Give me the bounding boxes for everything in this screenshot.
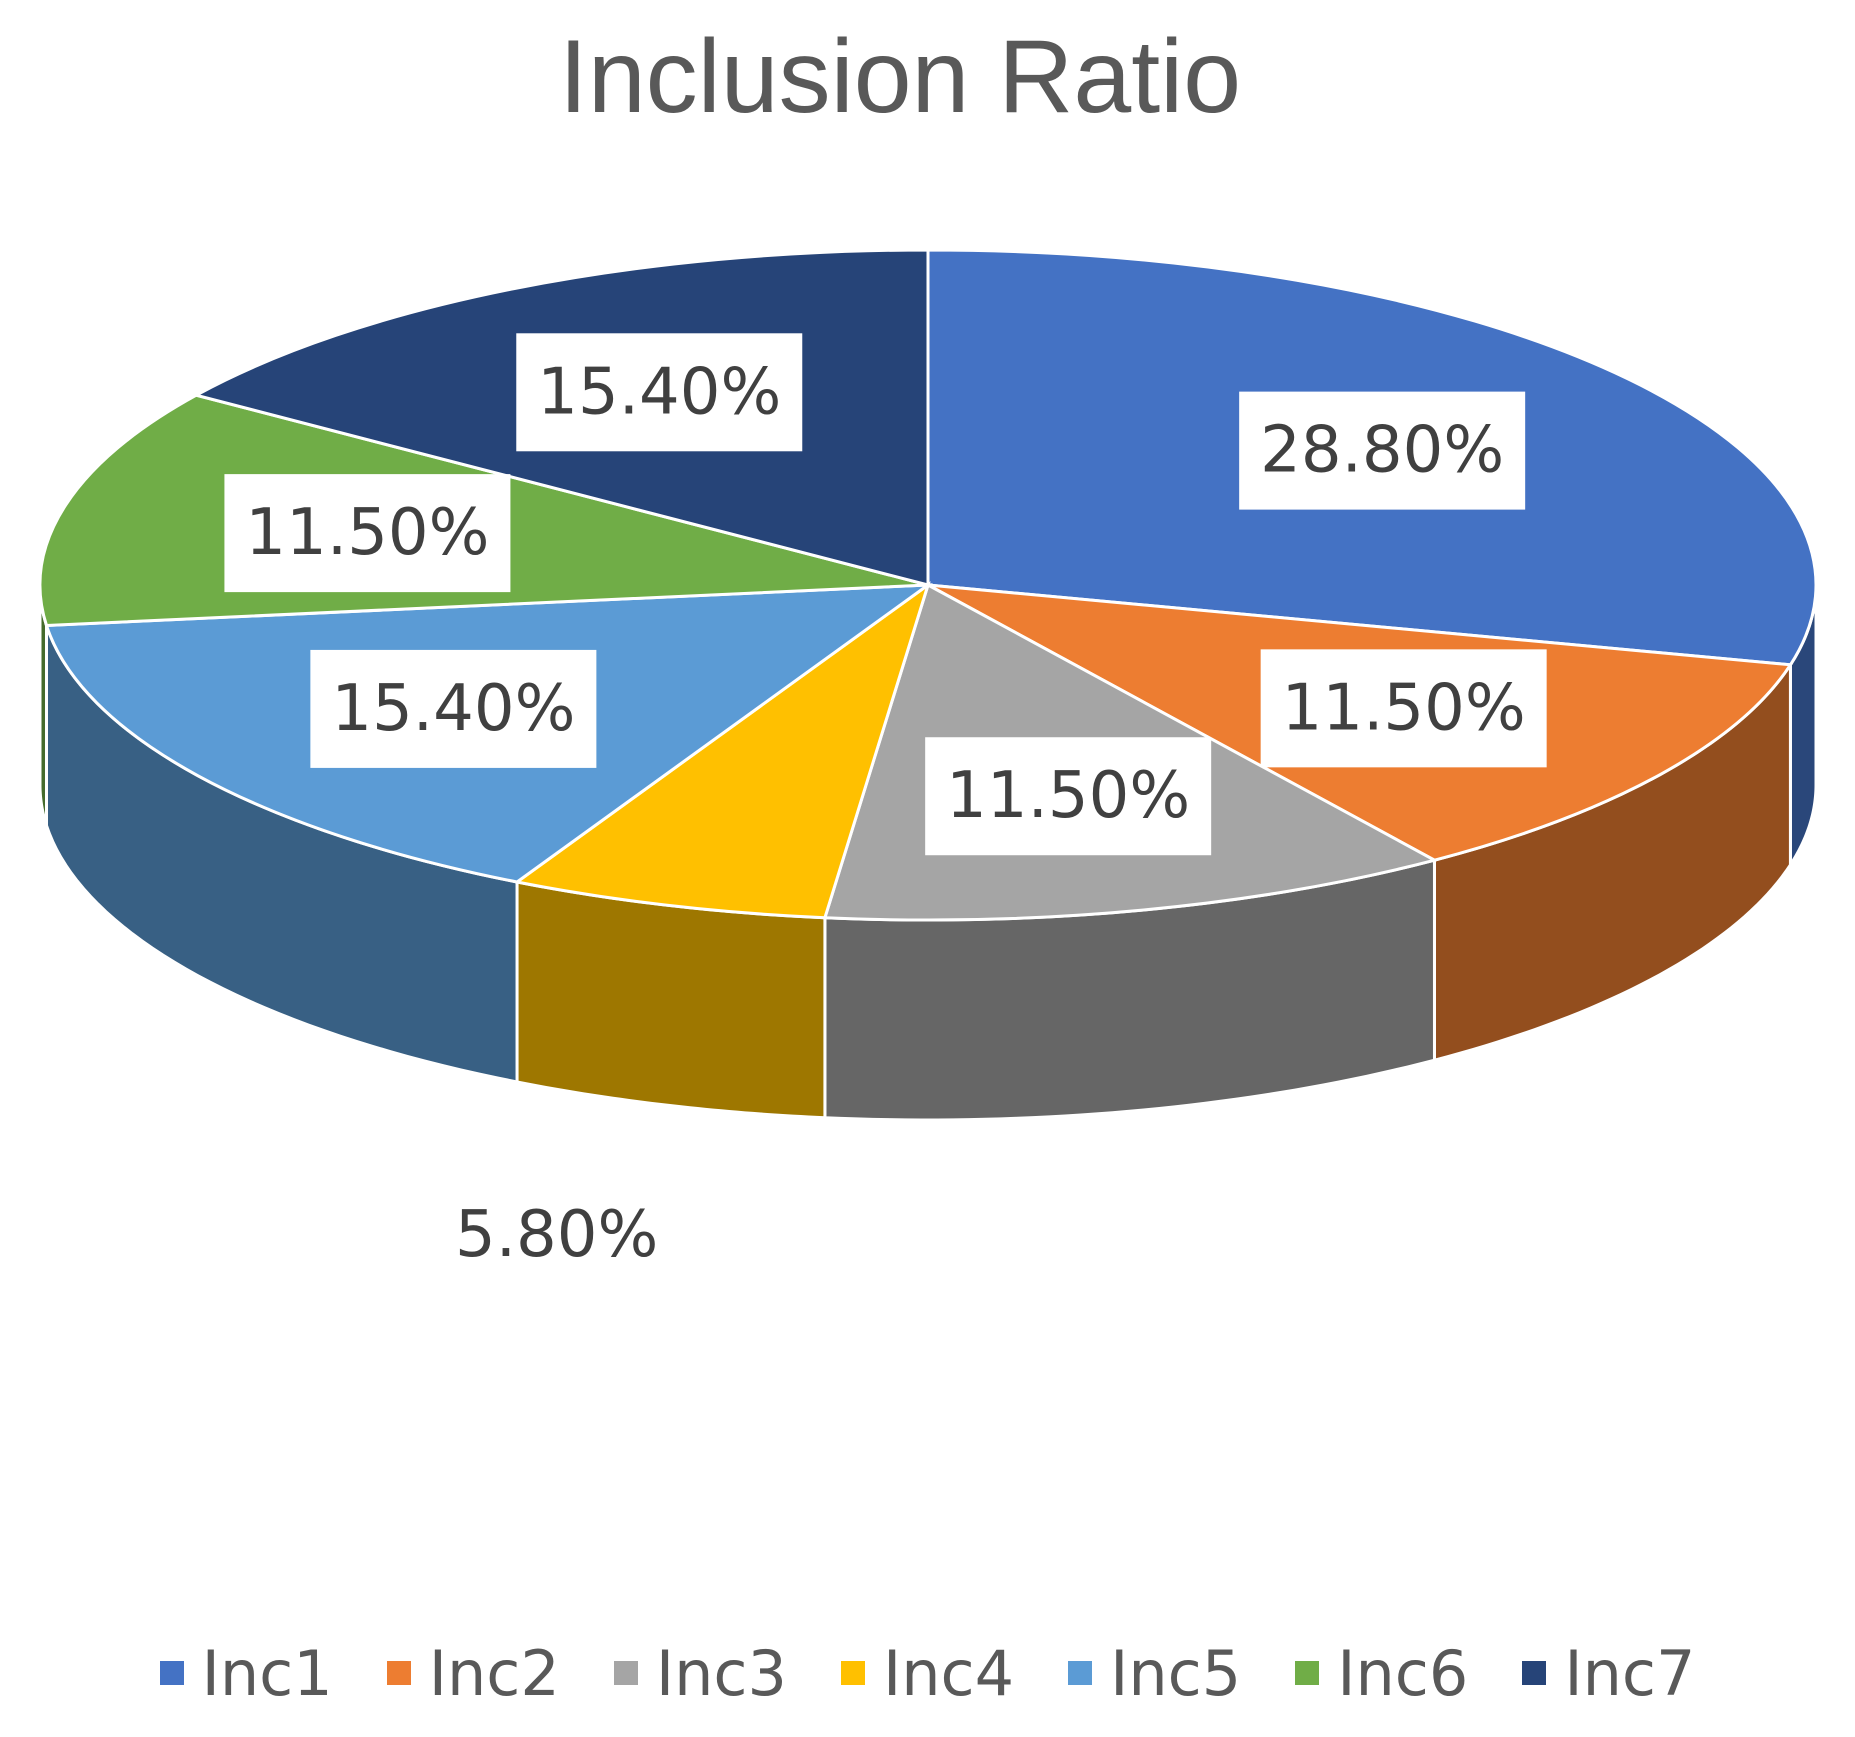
data-label-inc1: 28.80% <box>1239 391 1526 510</box>
legend-swatch <box>1295 1661 1320 1685</box>
legend-label: Inc3 <box>655 1636 787 1710</box>
data-label-text: 28.80% <box>1260 414 1504 488</box>
slice-side-inc4 <box>515 880 827 1120</box>
pie-slice-inc4[interactable] <box>513 581 931 920</box>
data-label-inc2: 11.50% <box>1260 649 1547 768</box>
legend-item-inc1: Inc1 <box>159 1636 333 1710</box>
legend-label: Inc7 <box>1564 1636 1696 1710</box>
data-label-text: 11.50% <box>1282 671 1526 745</box>
legend-item-inc6: Inc6 <box>1295 1637 1468 1710</box>
legend-label: Inc5 <box>1110 1636 1242 1710</box>
legend-label: Inc2 <box>428 1636 560 1710</box>
legend-swatch <box>1522 1661 1547 1685</box>
data-label-inc5: 15.40% <box>310 649 597 768</box>
data-label-text: 11.50% <box>245 496 489 570</box>
data-label-inc7: 15.40% <box>516 333 803 452</box>
legend-item-inc7: Inc7 <box>1522 1637 1695 1710</box>
legend-item-inc5: Inc5 <box>1068 1637 1241 1710</box>
chart-legend: Inc1 Inc2 Inc3 Inc4 Inc5 Inc6 Inc7 <box>0 1628 1855 1718</box>
legend-swatch <box>159 1661 184 1685</box>
data-label-inc4: 5.80% <box>455 1198 658 1272</box>
legend-item-inc3: Inc3 <box>613 1636 787 1710</box>
legend-label: Inc6 <box>1337 1636 1469 1710</box>
legend-label: Inc1 <box>201 1636 333 1710</box>
legend-label: Inc4 <box>882 1636 1015 1710</box>
legend-swatch <box>386 1661 411 1685</box>
data-label-inc3: 11.50% <box>925 737 1212 856</box>
chart-title: Inclusion Ratio <box>558 19 1242 135</box>
legend-swatch <box>1068 1661 1093 1685</box>
legend-swatch <box>840 1661 865 1685</box>
legend-item-inc2: Inc2 <box>386 1636 560 1710</box>
data-label-text: 5.80% <box>455 1198 658 1272</box>
data-label-text: 11.50% <box>946 759 1190 833</box>
legend-item-inc4: Inc4 <box>840 1636 1015 1710</box>
data-label-text: 15.40% <box>537 355 781 429</box>
data-label-inc6: 11.50% <box>224 474 511 593</box>
legend-swatch <box>613 1661 638 1685</box>
data-label-text: 15.40% <box>331 672 575 746</box>
